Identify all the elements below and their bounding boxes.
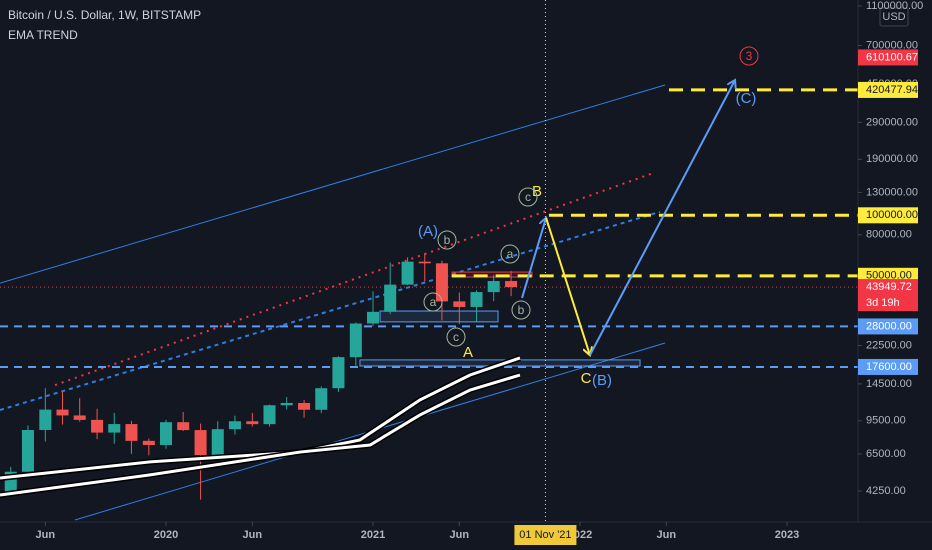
wave-label: b (518, 303, 525, 317)
candle-body (125, 424, 138, 441)
candle-body (194, 430, 207, 456)
candle-body (228, 421, 241, 430)
candle-body (505, 281, 518, 288)
candle-body (453, 301, 466, 307)
y-tick-label: 1100000.00 (866, 0, 923, 12)
candle-body (142, 440, 155, 445)
candle-body (298, 402, 311, 410)
candle-body (263, 405, 276, 425)
candle-body (487, 281, 500, 293)
candle-body (366, 311, 380, 324)
chart-title: Bitcoin / U.S. Dollar, 1W, BITSTAMP (8, 8, 201, 22)
candle-body (418, 261, 431, 264)
wave-circle (423, 292, 443, 312)
price-label-box (858, 318, 918, 335)
price-label: 28000.00 (866, 320, 912, 332)
wave-label: 3 (746, 49, 753, 63)
ema-line (0, 373, 521, 497)
countdown: 3d 19h (866, 297, 900, 309)
zone-box (379, 310, 499, 323)
x-tick-label: Jun (36, 529, 56, 541)
indicator-name: EMA TREND (8, 28, 78, 42)
wave-label: b (444, 233, 451, 247)
wave-label: c (453, 330, 459, 344)
wave-label: (B) (592, 372, 612, 389)
price-label-box (858, 207, 918, 224)
price-label: 100000.00 (866, 209, 918, 221)
wave-label: a (430, 295, 437, 309)
y-tick-label: 14500.00 (866, 378, 912, 390)
candle-body (384, 284, 397, 312)
candle-body (435, 263, 448, 302)
x-tick-label: 2021 (361, 529, 385, 541)
price-label: 43949.72 (866, 281, 912, 293)
candle-body (349, 323, 362, 358)
wave-circle (446, 327, 466, 347)
candle-body (177, 422, 190, 431)
x-tick-label: Jun (657, 529, 677, 541)
y-tick-label: 130000.00 (866, 186, 918, 198)
ema-line (0, 356, 521, 480)
candle-body (39, 409, 52, 430)
wave-circle (739, 46, 759, 66)
candle-body (211, 429, 224, 456)
trend-line (54, 171, 655, 387)
wave-label: C (581, 370, 592, 387)
candle-body (246, 421, 259, 425)
wave-arrow (545, 217, 590, 355)
candle-body (401, 261, 414, 285)
wave-label: a (507, 247, 514, 261)
currency[interactable]: USD (882, 11, 905, 23)
price-label: 50000.00 (866, 270, 912, 282)
trend-line (0, 84, 666, 284)
x-tick-label: Jun (450, 529, 470, 541)
candle-body (159, 422, 173, 445)
wave-circle (500, 244, 520, 264)
wave-arrow (589, 80, 735, 356)
wave-circle (511, 300, 531, 320)
candle-body (332, 357, 345, 389)
trend-line (0, 210, 661, 411)
price-label: 420477.94 (866, 84, 918, 96)
y-tick-label: 4250.00 (866, 485, 906, 497)
crosshair-label: 01 Nov '21 (519, 529, 571, 541)
price-label-box (858, 279, 918, 312)
candle-body (56, 409, 69, 416)
y-tick-label: 6500.00 (866, 448, 906, 460)
y-tick-label: 700000.00 (866, 39, 918, 51)
wave-label: c (525, 190, 531, 204)
y-tick-label: 80000.00 (866, 229, 912, 241)
price-label-box (858, 49, 918, 66)
candle-body (280, 402, 293, 406)
price-label-box (858, 81, 918, 98)
wave-circle (518, 187, 538, 207)
candle-body (21, 429, 34, 472)
wave-label: (A) (418, 223, 438, 240)
candle-body (470, 292, 483, 307)
x-tick-label: 2023 (775, 529, 799, 541)
crosshair-label-box (514, 525, 577, 545)
wave-arrow (521, 218, 546, 299)
price-label-box (858, 358, 918, 375)
candle-body (108, 424, 121, 433)
wave-label: (C) (736, 90, 757, 107)
price-label: 610100.67 (866, 51, 918, 63)
y-tick-label: 22500.00 (866, 339, 912, 351)
price-label: 17600.00 (866, 361, 912, 373)
y-tick-label: 290000.00 (866, 116, 918, 128)
candle-body (91, 419, 104, 433)
y-tick-label: 190000.00 (866, 153, 918, 165)
x-tick-label: Jun (243, 529, 263, 541)
currency-box[interactable] (879, 7, 909, 27)
candle-body (315, 388, 328, 410)
y-tick-label: 9500.00 (866, 415, 906, 427)
wave-label: A (463, 344, 473, 361)
candle-body (73, 415, 86, 420)
wave-circle (437, 230, 457, 250)
wave-label: B (532, 183, 542, 200)
x-tick-label: 2020 (154, 529, 178, 541)
